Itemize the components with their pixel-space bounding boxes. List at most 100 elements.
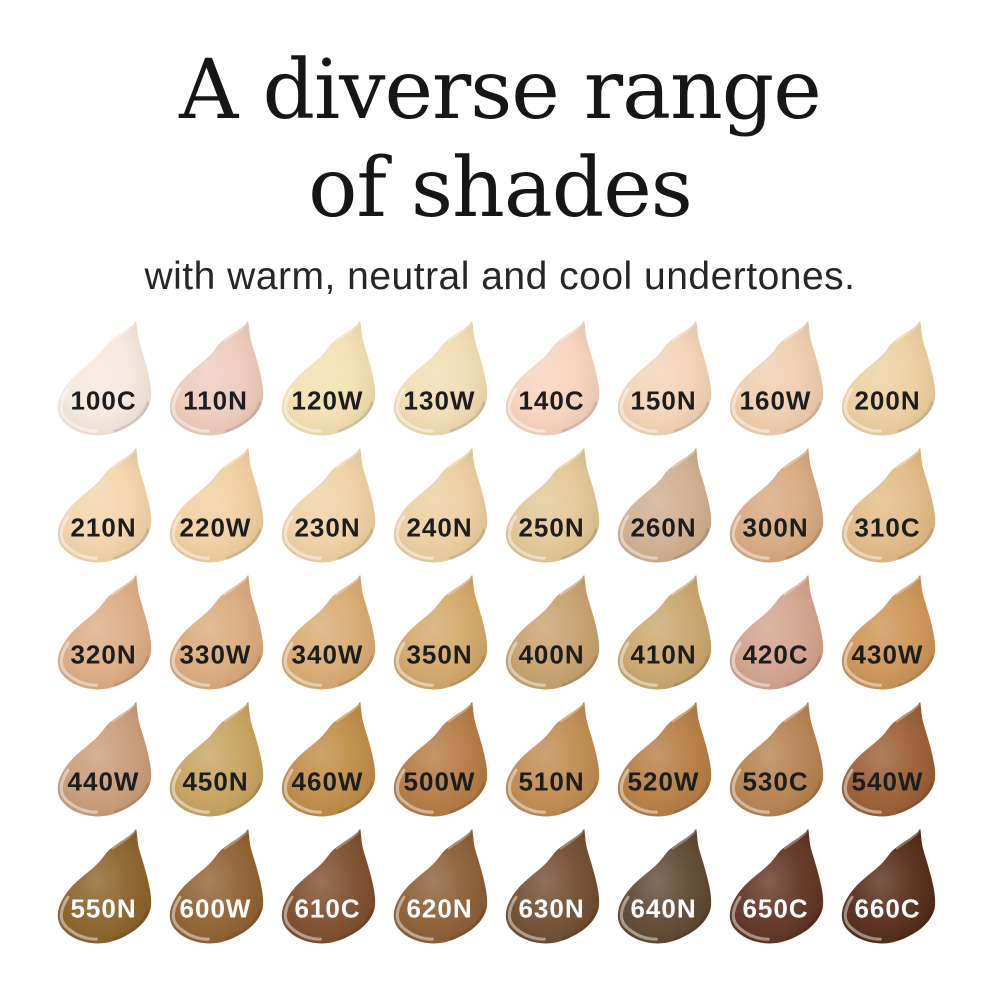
- foundation-smear-icon: [841, 574, 936, 690]
- shade-code-label: 550N: [70, 893, 137, 924]
- shade-swatch-660c: 660C: [836, 823, 948, 950]
- foundation-smear-icon: [169, 828, 264, 944]
- shade-code-label: 100C: [70, 385, 137, 416]
- shade-code-label: 420C: [742, 639, 809, 670]
- foundation-smear-icon: [281, 447, 376, 563]
- foundation-smear-icon: [617, 447, 712, 563]
- shade-swatch-240n: 240N: [388, 442, 500, 569]
- shade-swatch-300n: 300N: [724, 442, 836, 569]
- shade-swatch-550n: 550N: [52, 823, 164, 950]
- shade-swatch-210n: 210N: [52, 442, 164, 569]
- shade-code-label: 660C: [854, 893, 921, 924]
- foundation-smear-icon: [57, 320, 152, 436]
- shade-swatch-420c: 420C: [724, 569, 836, 696]
- shade-code-label: 110N: [183, 385, 248, 416]
- shade-swatch-250n: 250N: [500, 442, 612, 569]
- shade-swatch-600w: 600W: [164, 823, 276, 950]
- shade-swatch-460w: 460W: [276, 696, 388, 823]
- shade-swatch-430w: 430W: [836, 569, 948, 696]
- shade-row-5: 550N 600W 610C 620N 630N 640N 650C 660C: [52, 823, 948, 950]
- shade-code-label: 460W: [291, 766, 364, 797]
- shade-swatch-520w: 520W: [612, 696, 724, 823]
- shade-row-4: 440W 450N 460W 500W 510N 520W 530C 540W: [52, 696, 948, 823]
- shade-swatch-540w: 540W: [836, 696, 948, 823]
- shade-code-label: 450N: [182, 766, 249, 797]
- foundation-smear-icon: [57, 574, 152, 690]
- shade-code-label: 220W: [179, 512, 252, 543]
- shade-swatch-400n: 400N: [500, 569, 612, 696]
- shade-swatch-230n: 230N: [276, 442, 388, 569]
- shade-code-label: 260N: [630, 512, 697, 543]
- foundation-smear-icon: [729, 701, 824, 817]
- page-title-line1: A diverse range: [179, 43, 822, 138]
- foundation-smear-icon: [617, 320, 712, 436]
- foundation-smear-icon: [841, 701, 936, 817]
- shade-swatch-500w: 500W: [388, 696, 500, 823]
- shade-code-label: 150N: [630, 385, 697, 416]
- foundation-smear-icon: [617, 828, 712, 944]
- foundation-smear-icon: [617, 574, 712, 690]
- shade-code-label: 520W: [627, 766, 700, 797]
- foundation-smear-icon: [729, 828, 824, 944]
- shade-swatch-160w: 160W: [724, 315, 836, 442]
- foundation-smear-icon: [281, 828, 376, 944]
- page-title: A diverse range of shades: [0, 42, 1000, 239]
- foundation-smear-icon: [169, 447, 264, 563]
- foundation-smear-icon: [393, 320, 488, 436]
- shade-swatch-320n: 320N: [52, 569, 164, 696]
- shade-swatch-100c: 100C: [52, 315, 164, 442]
- foundation-smear-icon: [505, 320, 600, 436]
- shade-code-label: 240N: [406, 512, 473, 543]
- foundation-smear-icon: [169, 574, 264, 690]
- foundation-smear-icon: [281, 320, 376, 436]
- shade-code-label: 320N: [70, 639, 137, 670]
- shade-swatch-440w: 440W: [52, 696, 164, 823]
- shade-swatch-340w: 340W: [276, 569, 388, 696]
- foundation-smear-icon: [729, 574, 824, 690]
- shade-swatch-120w: 120W: [276, 315, 388, 442]
- shade-swatch-350n: 350N: [388, 569, 500, 696]
- shade-swatch-330w: 330W: [164, 569, 276, 696]
- foundation-smear-icon: [505, 447, 600, 563]
- shade-code-label: 430W: [851, 639, 924, 670]
- shade-code-label: 130W: [403, 385, 476, 416]
- header: A diverse range of shades with warm, neut…: [0, 0, 1000, 299]
- foundation-smear-icon: [57, 447, 152, 563]
- foundation-smear-icon: [169, 320, 264, 436]
- shade-code-label: 610C: [294, 893, 361, 924]
- foundation-smear-icon: [169, 701, 264, 817]
- shade-code-label: 160W: [739, 385, 812, 416]
- shade-swatch-260n: 260N: [612, 442, 724, 569]
- shade-swatch-650c: 650C: [724, 823, 836, 950]
- page-title-line2: of shades: [308, 141, 693, 237]
- foundation-smear-icon: [505, 574, 600, 690]
- foundation-smear-icon: [57, 828, 152, 944]
- shade-code-label: 400N: [518, 639, 585, 670]
- shade-code-label: 340W: [291, 639, 364, 670]
- shade-swatch-620n: 620N: [388, 823, 500, 950]
- shade-code-label: 330W: [179, 639, 252, 670]
- shade-code-label: 440W: [67, 766, 140, 797]
- shade-code-label: 250N: [518, 512, 585, 543]
- foundation-smear-icon: [393, 701, 488, 817]
- shade-code-label: 630N: [518, 893, 585, 924]
- foundation-smear-icon: [281, 701, 376, 817]
- foundation-smear-icon: [393, 828, 488, 944]
- shade-swatch-200n: 200N: [836, 315, 948, 442]
- shade-code-label: 500W: [403, 766, 476, 797]
- shade-swatch-640n: 640N: [612, 823, 724, 950]
- shade-code-label: 410N: [630, 639, 697, 670]
- foundation-smear-icon: [841, 828, 936, 944]
- page-subtitle: with warm, neutral and cool undertones.: [144, 254, 856, 298]
- shade-swatch-410n: 410N: [612, 569, 724, 696]
- foundation-smear-icon: [729, 447, 824, 563]
- foundation-smear-icon: [729, 320, 824, 436]
- shade-row-1: 100C 110N 120W 130W 140C 150N 160W 200N: [52, 315, 948, 442]
- shade-code-label: 120W: [291, 385, 364, 416]
- shade-code-label: 350N: [406, 639, 473, 670]
- shade-swatch-530c: 530C: [724, 696, 836, 823]
- shade-swatch-150n: 150N: [612, 315, 724, 442]
- shade-code-label: 640N: [630, 893, 697, 924]
- foundation-smear-icon: [57, 701, 152, 817]
- shade-swatch-110n: 110N: [164, 315, 276, 442]
